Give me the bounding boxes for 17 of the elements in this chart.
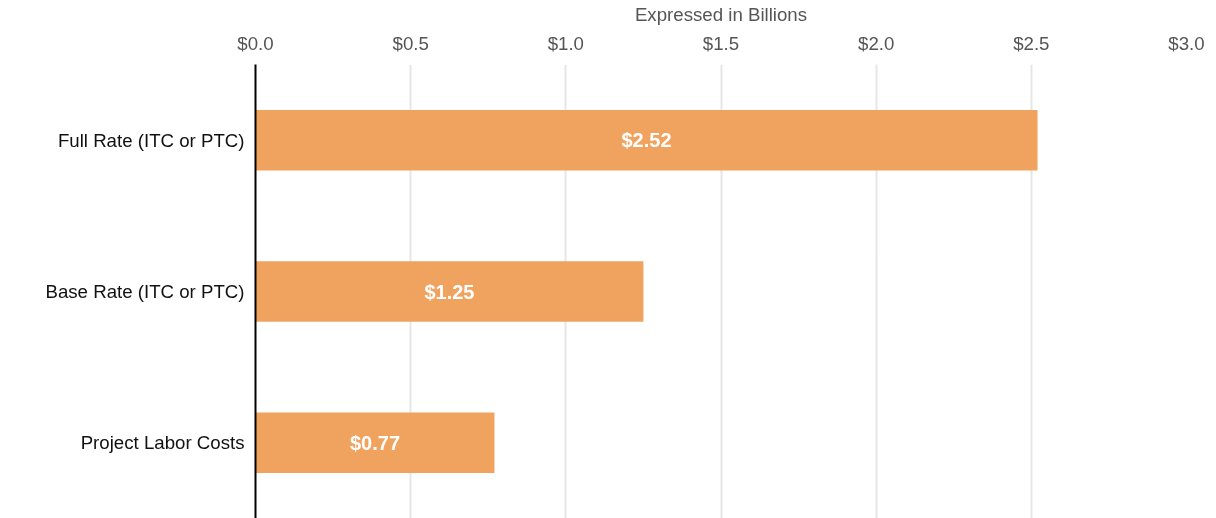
x-tick-label: $2.0 (858, 32, 895, 54)
bar (255, 412, 495, 474)
x-tick-label: $3.0 (1168, 32, 1205, 54)
x-tick-label: $0.0 (237, 32, 274, 54)
x-tick-label: $1.0 (547, 32, 584, 54)
bar (255, 109, 1038, 171)
data-label: $0.77 (349, 431, 401, 454)
y-tick-label: Project Labor Costs (80, 432, 245, 454)
x-tick-label: $0.5 (392, 32, 429, 54)
x-axis-title: Expressed in Billions (634, 3, 808, 25)
x-tick-label: $2.5 (1013, 32, 1050, 54)
y-tick-label: Full Rate (ITC or PTC) (57, 129, 245, 151)
data-label: $1.25 (424, 280, 475, 303)
data-label: $2.52 (621, 129, 672, 152)
bar (255, 261, 644, 322)
y-tick-label: Base Rate (ITC or PTC) (45, 281, 245, 302)
x-tick-label: $1.5 (702, 32, 740, 54)
